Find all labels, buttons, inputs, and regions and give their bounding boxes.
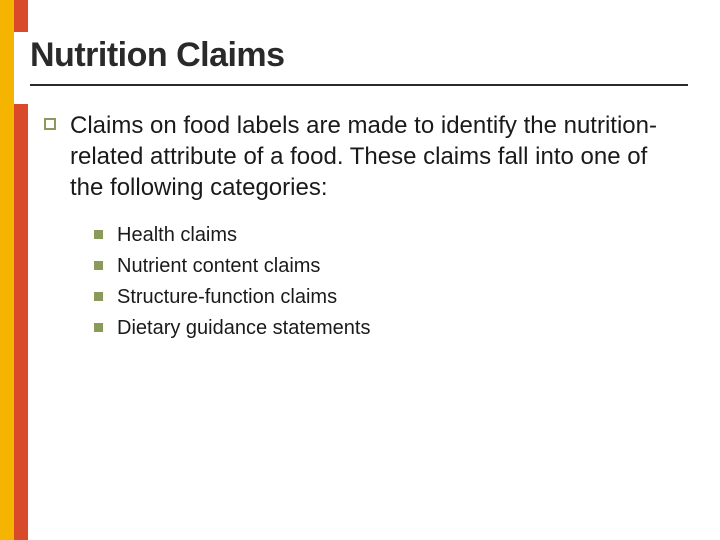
left-stripe-red-bottom	[14, 104, 28, 540]
bullet-fill-icon	[94, 230, 103, 239]
list-item-text: Health claims	[117, 222, 237, 249]
left-stripe-yellow	[0, 0, 14, 540]
bullet-fill-icon	[94, 292, 103, 301]
left-stripe-red-top	[14, 0, 28, 32]
list-item: Nutrient content claims	[94, 253, 684, 280]
bullet-fill-icon	[94, 261, 103, 270]
list-item-text: Nutrient content claims	[117, 253, 320, 280]
list-item-text: Structure-function claims	[117, 284, 337, 311]
list-item: Health claims	[94, 222, 684, 249]
slide-title: Nutrition Claims	[30, 36, 285, 75]
bullet-fill-icon	[94, 323, 103, 332]
intro-item: Claims on food labels are made to identi…	[44, 110, 684, 204]
list-item: Dietary guidance statements	[94, 315, 684, 342]
sublist: Health claims Nutrient content claims St…	[94, 222, 684, 342]
title-underline	[30, 84, 688, 86]
list-item: Structure-function claims	[94, 284, 684, 311]
slide-body: Claims on food labels are made to identi…	[44, 110, 684, 346]
intro-text: Claims on food labels are made to identi…	[70, 110, 684, 204]
bullet-outline-icon	[44, 118, 56, 130]
list-item-text: Dietary guidance statements	[117, 315, 370, 342]
